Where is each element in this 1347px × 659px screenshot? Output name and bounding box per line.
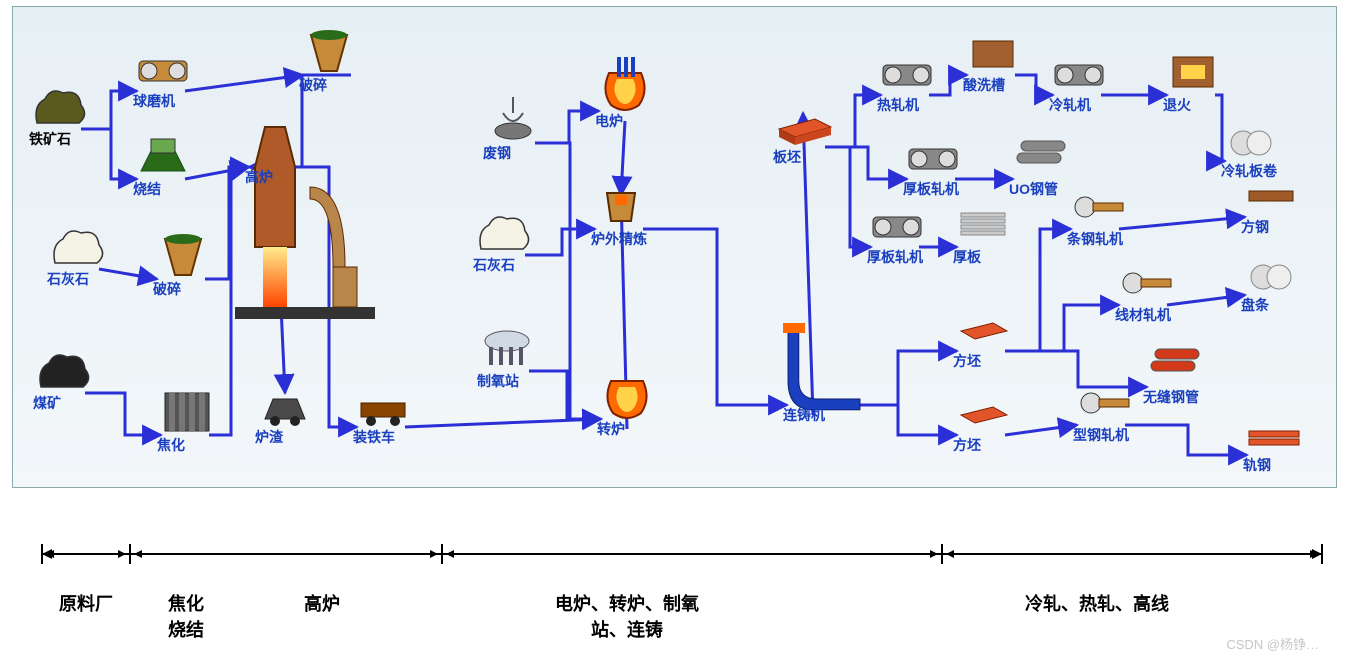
node-label-pickle: 酸洗槽 <box>963 75 1005 95</box>
node-label-bof: 转炉 <box>597 419 625 439</box>
node-label-cold_coil: 冷轧板卷 <box>1221 161 1277 181</box>
stage-label: 电炉、转炉、制氧站、连铸 <box>547 590 707 642</box>
watermark: CSDN @杨铮… <box>1226 634 1319 653</box>
node-label-hot_mill: 热轧机 <box>877 95 919 115</box>
node-label-limestone2: 石灰石 <box>473 255 515 275</box>
node-label-plate_mill1: 厚板轧机 <box>903 179 959 199</box>
node-label-rail: 轨钢 <box>1243 455 1271 475</box>
flow-arrows-layer <box>13 7 1336 487</box>
node-label-crush1: 破碎 <box>299 75 327 95</box>
node-label-coal: 煤矿 <box>33 393 61 413</box>
node-label-plate: 厚板 <box>953 247 981 267</box>
node-label-wire_rod: 盘条 <box>1241 295 1269 315</box>
node-label-eaf: 电炉 <box>595 111 623 131</box>
node-label-section_mill: 型钢轧机 <box>1073 425 1129 445</box>
node-label-sinter: 烧结 <box>133 179 161 199</box>
node-label-iron_car: 装铁车 <box>353 427 395 447</box>
node-label-bar_mill: 条钢轧机 <box>1067 229 1123 249</box>
stage-axis: 原料厂焦化烧结高炉电炉、转炉、制氧站、连铸冷轧、热轧、高线 <box>12 530 1335 640</box>
node-label-wire_mill: 线材轧机 <box>1115 305 1171 325</box>
node-label-coke: 焦化 <box>157 435 185 455</box>
node-label-square_steel: 方钢 <box>1241 217 1269 237</box>
node-label-iron_ore: 铁矿石 <box>29 129 71 149</box>
node-label-uo_pipe: UO钢管 <box>1009 179 1058 199</box>
node-label-slag: 炉渣 <box>255 427 283 447</box>
stage-label: 冷轧、热轧、高线 <box>1017 590 1177 616</box>
node-label-seamless: 无缝钢管 <box>1143 387 1199 407</box>
node-label-blast_furnace: 高炉 <box>245 167 273 187</box>
stage-axis-line <box>12 530 1335 580</box>
stage-label: 高炉 <box>242 590 402 616</box>
node-label-limestone1: 石灰石 <box>47 269 89 289</box>
node-label-plate_mill2: 厚板轧机 <box>867 247 923 267</box>
node-label-ball_mill: 球磨机 <box>133 91 175 111</box>
node-label-caster: 连铸机 <box>783 405 825 425</box>
node-label-crush2: 破碎 <box>153 279 181 299</box>
node-label-o2_station: 制氧站 <box>477 371 519 391</box>
node-label-scrap: 废钢 <box>483 143 511 163</box>
node-label-billet1: 方坯 <box>953 351 981 371</box>
node-label-billet2: 方坯 <box>953 435 981 455</box>
node-label-anneal: 退火 <box>1163 95 1191 115</box>
node-label-refine: 炉外精炼 <box>591 229 647 249</box>
node-label-cold_mill: 冷轧机 <box>1049 95 1091 115</box>
node-label-slab: 板坯 <box>773 147 801 167</box>
process-flow-diagram: 铁矿石球磨机破碎烧结石灰石破碎煤矿焦化高炉炉渣装铁车废钢石灰石制氧站电炉炉外精炼… <box>12 6 1337 488</box>
